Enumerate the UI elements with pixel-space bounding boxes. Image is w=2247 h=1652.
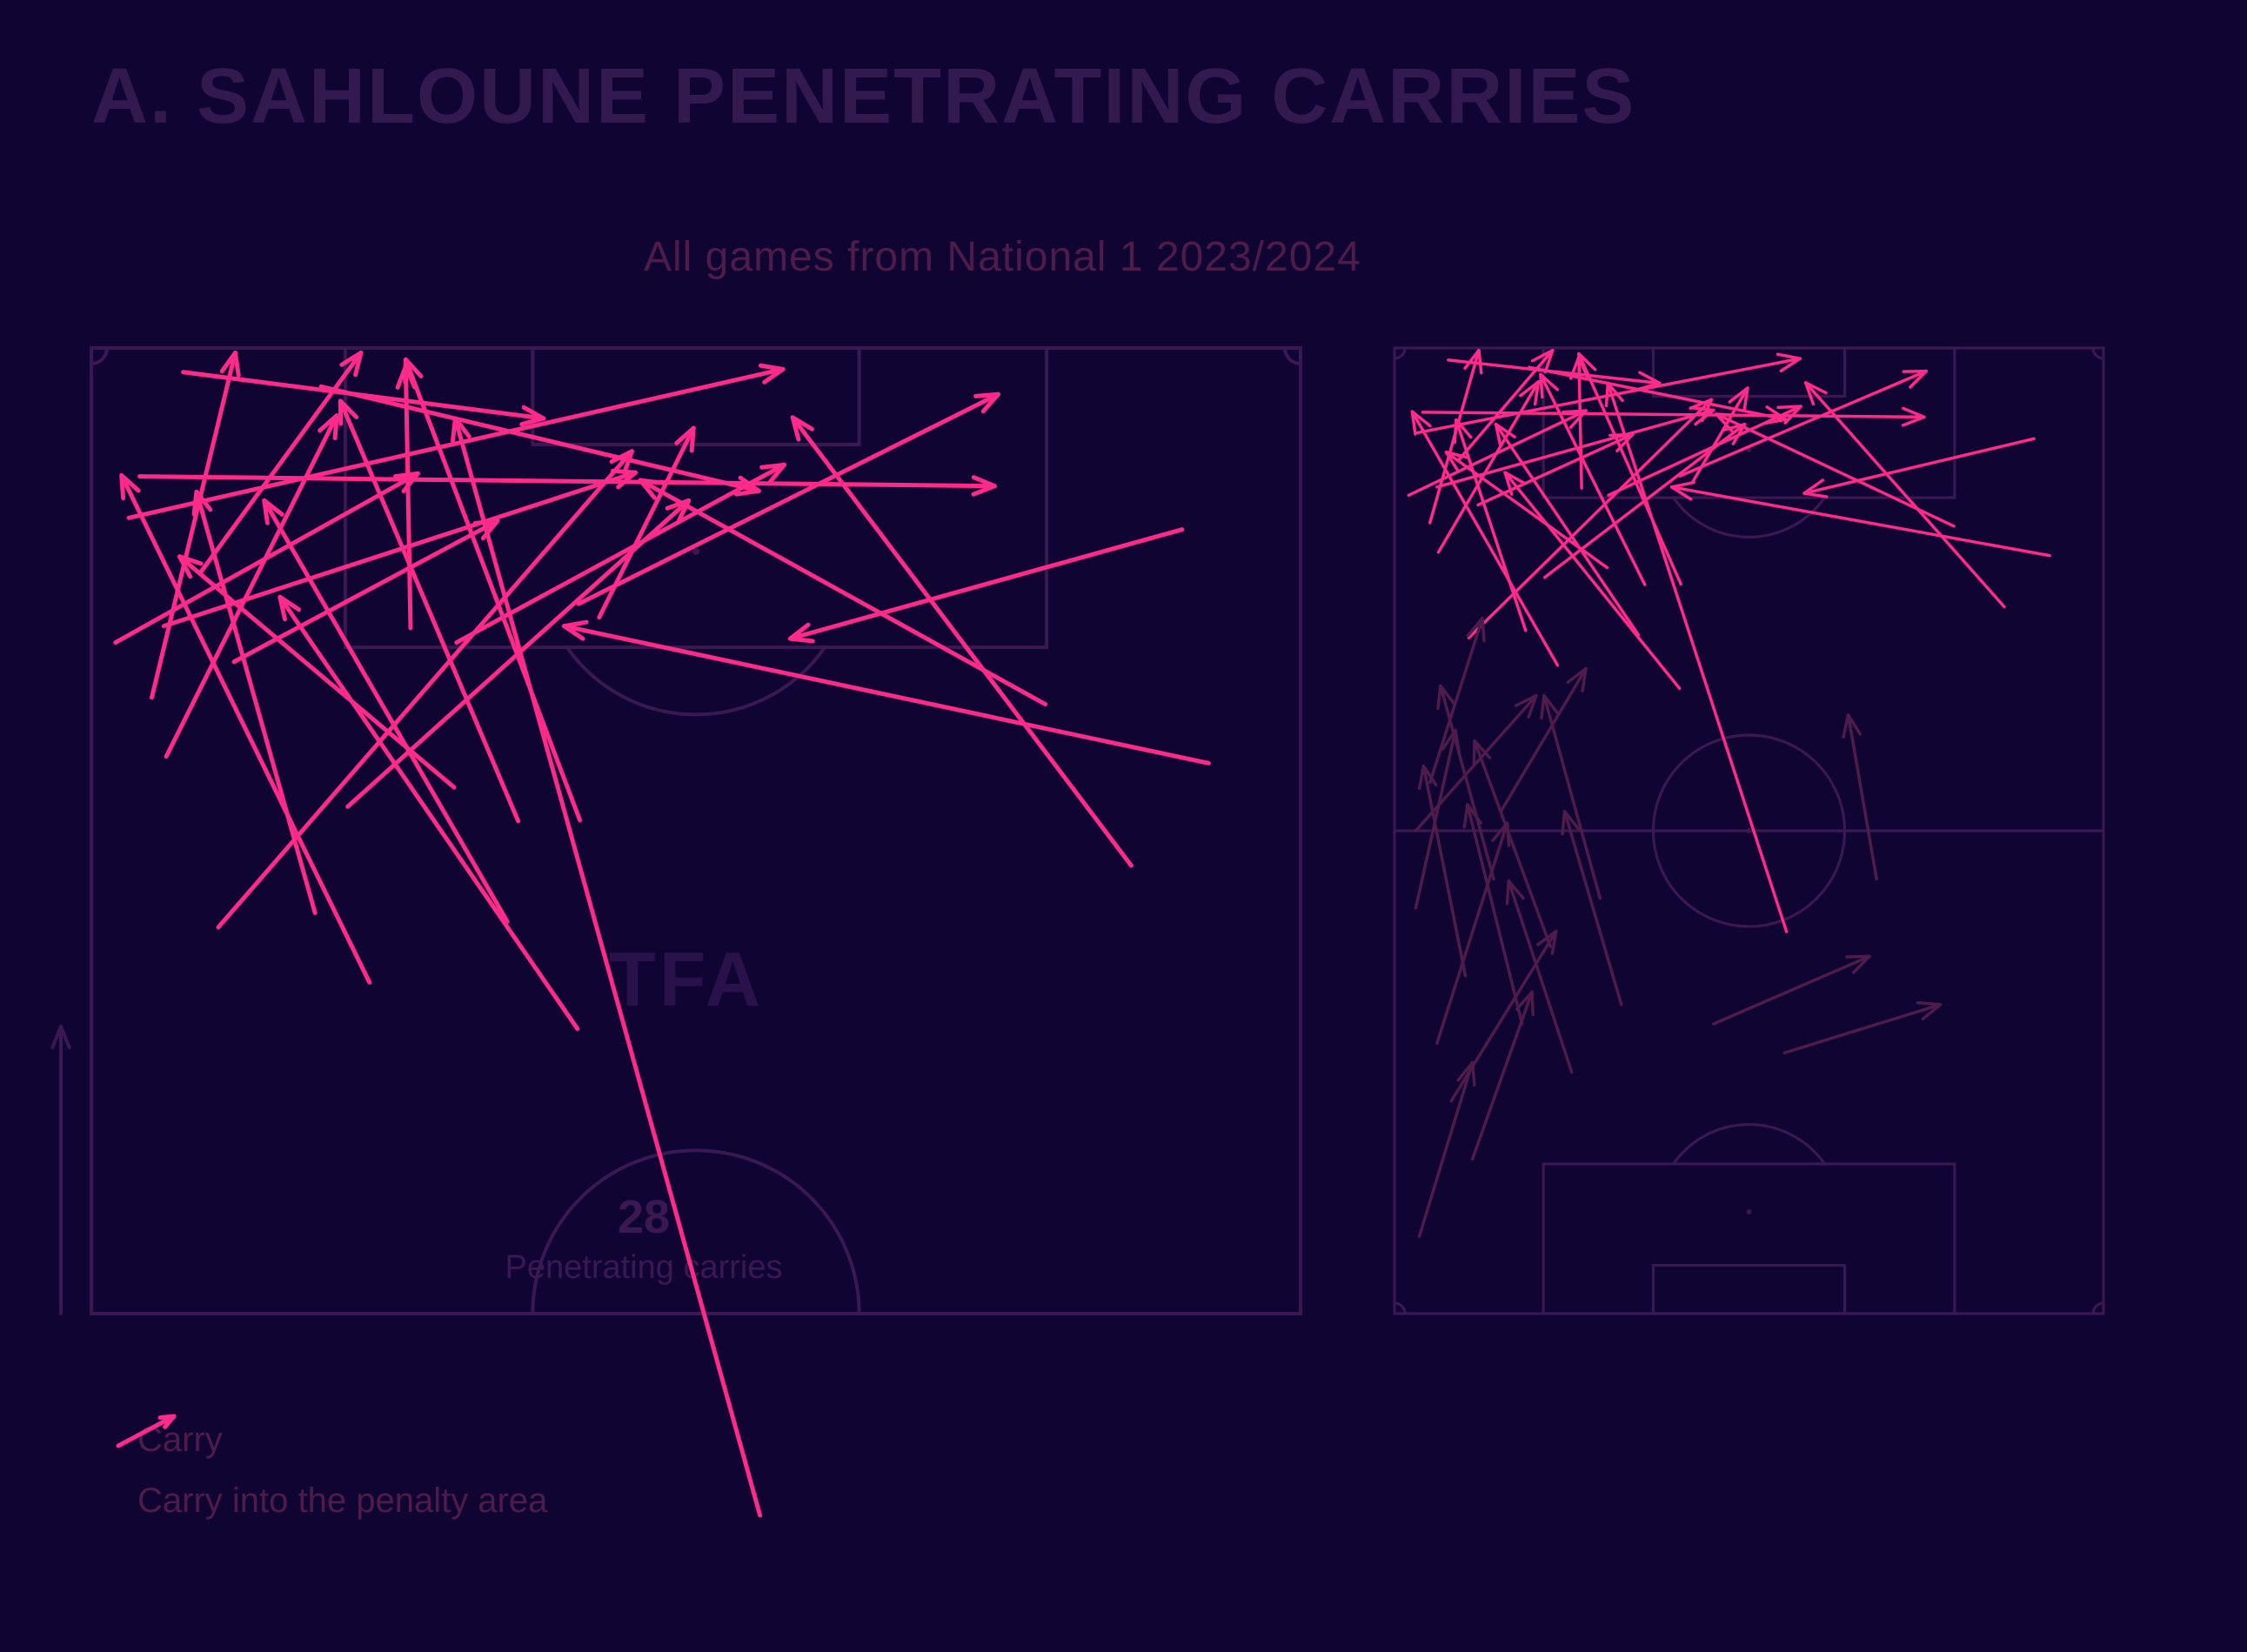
pitch-svg — [0, 0, 2247, 1652]
legend-arrow-penalty — [113, 1409, 183, 1453]
legend-row-penalty: Carry into the penalty area — [113, 1470, 547, 1531]
legend: Carry Carry into the penalty area — [113, 1409, 547, 1531]
legend-label-penalty: Carry into the penalty area — [137, 1481, 547, 1521]
